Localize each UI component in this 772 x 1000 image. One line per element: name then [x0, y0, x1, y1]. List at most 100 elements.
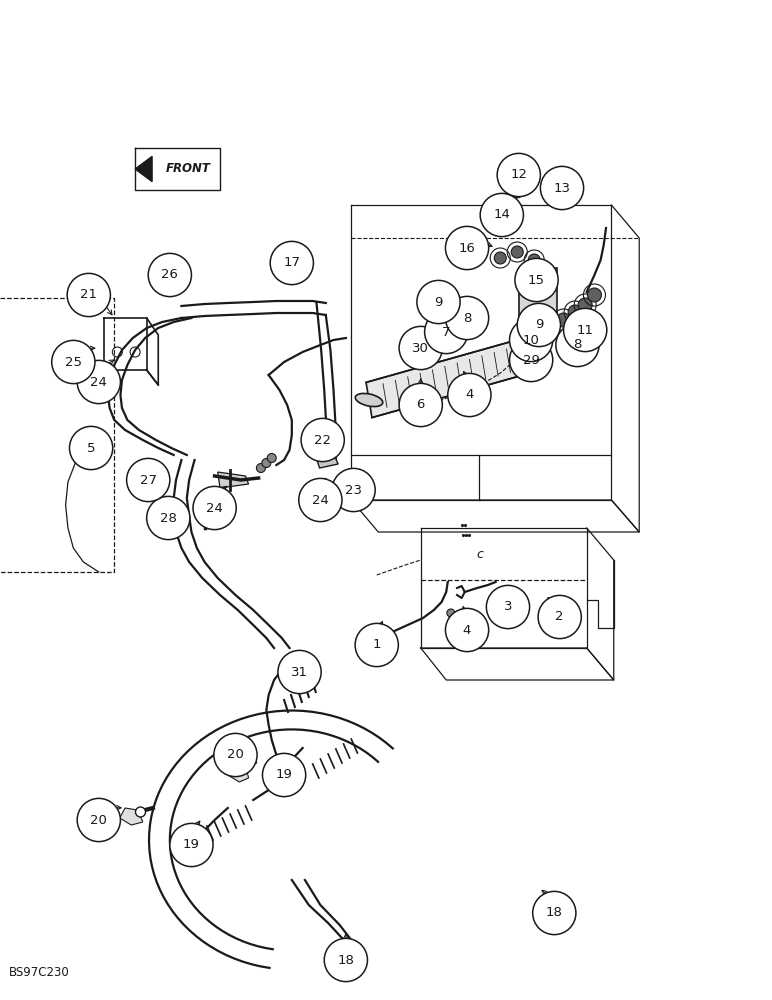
- Circle shape: [214, 733, 257, 777]
- Circle shape: [538, 595, 581, 639]
- Text: 14: 14: [493, 209, 510, 222]
- Text: 28: 28: [160, 512, 177, 524]
- Text: 8: 8: [574, 338, 581, 352]
- Text: 16: 16: [459, 241, 476, 254]
- Circle shape: [301, 418, 344, 462]
- Circle shape: [447, 609, 455, 617]
- Text: 26: 26: [161, 268, 178, 282]
- Text: 21: 21: [80, 288, 97, 301]
- Circle shape: [528, 254, 540, 266]
- Polygon shape: [218, 472, 249, 488]
- Circle shape: [256, 464, 266, 473]
- Circle shape: [448, 373, 491, 417]
- Circle shape: [262, 459, 271, 468]
- Polygon shape: [228, 762, 249, 782]
- Circle shape: [77, 798, 120, 842]
- Circle shape: [237, 763, 246, 773]
- Circle shape: [136, 807, 145, 817]
- Circle shape: [193, 486, 236, 530]
- Text: 19: 19: [276, 768, 293, 782]
- Circle shape: [533, 891, 576, 935]
- Text: 31: 31: [291, 666, 308, 679]
- Text: 9: 9: [535, 318, 543, 332]
- Text: 13: 13: [554, 182, 571, 194]
- Circle shape: [494, 252, 506, 264]
- Text: 6: 6: [417, 398, 425, 412]
- Text: 7: 7: [442, 326, 451, 339]
- Ellipse shape: [355, 393, 383, 407]
- Text: 8: 8: [463, 312, 471, 325]
- Text: 24: 24: [206, 502, 223, 514]
- Text: 24: 24: [312, 493, 329, 506]
- Polygon shape: [366, 337, 532, 418]
- Text: 4: 4: [466, 388, 473, 401]
- Text: 15: 15: [528, 273, 545, 286]
- Circle shape: [557, 313, 571, 327]
- Text: 18: 18: [337, 954, 354, 966]
- Text: 11: 11: [577, 324, 594, 337]
- Circle shape: [332, 468, 375, 512]
- Circle shape: [510, 338, 553, 382]
- Text: 12: 12: [510, 168, 527, 182]
- Circle shape: [497, 153, 540, 197]
- Circle shape: [270, 241, 313, 285]
- Circle shape: [445, 608, 489, 652]
- Text: 27: 27: [140, 474, 157, 487]
- Polygon shape: [519, 268, 557, 332]
- Circle shape: [486, 585, 530, 629]
- Circle shape: [399, 326, 442, 370]
- Circle shape: [506, 178, 526, 198]
- Text: 10: 10: [523, 334, 540, 347]
- Circle shape: [480, 193, 523, 237]
- Text: 18: 18: [546, 907, 563, 920]
- Text: 3: 3: [503, 600, 513, 613]
- Circle shape: [515, 258, 558, 302]
- Circle shape: [147, 496, 190, 540]
- Polygon shape: [135, 156, 152, 182]
- Text: 1: 1: [372, 639, 381, 652]
- Circle shape: [564, 308, 607, 352]
- Circle shape: [127, 458, 170, 502]
- Text: 9: 9: [435, 296, 442, 308]
- Circle shape: [587, 288, 601, 302]
- Circle shape: [417, 280, 460, 324]
- Text: 23: 23: [345, 484, 362, 496]
- Circle shape: [556, 323, 599, 367]
- Text: 17: 17: [283, 256, 300, 269]
- Text: 30: 30: [412, 342, 429, 355]
- Circle shape: [540, 166, 584, 210]
- Ellipse shape: [515, 348, 543, 362]
- Polygon shape: [315, 454, 338, 468]
- Circle shape: [511, 246, 523, 258]
- Text: c: c: [477, 548, 483, 562]
- Circle shape: [445, 296, 489, 340]
- Circle shape: [510, 318, 553, 362]
- Circle shape: [578, 298, 592, 312]
- Circle shape: [355, 623, 398, 667]
- Circle shape: [148, 253, 191, 297]
- Polygon shape: [120, 808, 143, 825]
- Circle shape: [445, 226, 489, 270]
- Text: 4: 4: [463, 624, 471, 637]
- Circle shape: [324, 938, 367, 982]
- Text: 24: 24: [90, 375, 107, 388]
- Circle shape: [267, 454, 276, 462]
- Text: 2: 2: [555, 610, 564, 624]
- Text: 5: 5: [86, 442, 96, 454]
- Text: 22: 22: [314, 434, 331, 446]
- Circle shape: [517, 303, 560, 347]
- Circle shape: [278, 650, 321, 694]
- Circle shape: [425, 310, 468, 354]
- Circle shape: [347, 476, 355, 484]
- Circle shape: [170, 823, 213, 867]
- Circle shape: [299, 478, 342, 522]
- Text: 29: 29: [523, 354, 540, 366]
- Text: 20: 20: [90, 813, 107, 826]
- Circle shape: [69, 426, 113, 470]
- Circle shape: [568, 305, 582, 319]
- Circle shape: [399, 383, 442, 427]
- Text: BS97C230: BS97C230: [9, 966, 70, 978]
- Text: 25: 25: [65, 356, 82, 368]
- Circle shape: [67, 273, 110, 317]
- Text: 19: 19: [183, 838, 200, 851]
